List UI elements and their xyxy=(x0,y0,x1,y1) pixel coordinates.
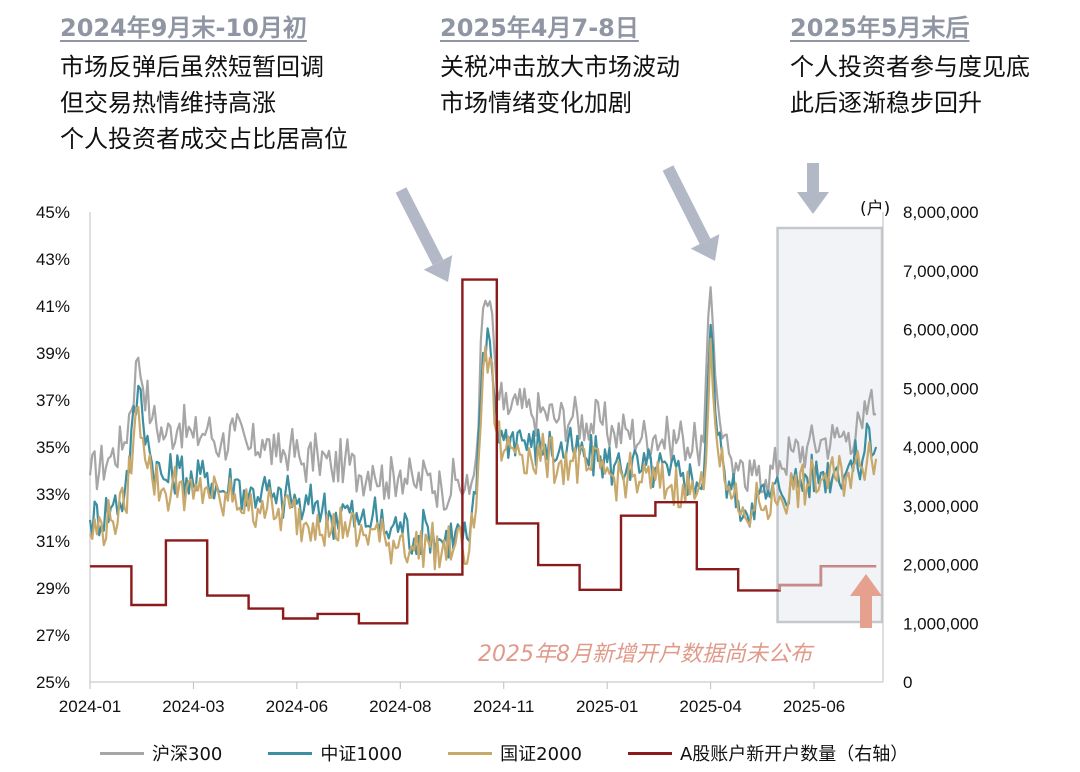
y-left-tick-label: 37% xyxy=(36,391,70,410)
x-tick-label: 2025-04 xyxy=(679,697,741,716)
annotation-3-title: 2025年5月末后 xyxy=(790,14,970,42)
y-right-tick-label: 4,000,000 xyxy=(903,438,979,457)
annotation-2-title: 2025年4月7-8日 xyxy=(440,14,639,42)
legend-swatch-hs300 xyxy=(100,751,144,755)
legend-swatch-gz2000 xyxy=(448,751,493,755)
annotation-3: 2025年5月末后 个人投资者参与度见底 此后逐渐稳步回升 xyxy=(790,8,1030,121)
y-right-tick-label: 6,000,000 xyxy=(903,321,979,340)
y-right-tick-label: 0 xyxy=(903,673,912,692)
y-left-tick-label: 25% xyxy=(36,673,70,692)
legend-swatch-zz1000 xyxy=(268,751,313,755)
annotation-2: 2025年4月7-8日 关税冲击放大市场波动 市场情绪变化加剧 xyxy=(440,8,680,121)
arrow-2-head xyxy=(690,234,720,261)
series-line-zz1000 xyxy=(88,323,878,559)
annotation-1-line: 个人投资者成交占比居高位 xyxy=(60,125,348,153)
annotation-1-title: 2024年9月末-10月初 xyxy=(60,14,307,42)
x-tick-label: 2024-11 xyxy=(473,697,534,716)
y-left-tick-label: 43% xyxy=(36,250,70,269)
y-right-tick-label: 1,000,000 xyxy=(903,614,979,633)
x-tick-label: 2025-01 xyxy=(576,697,638,716)
annotation-2-line: 关税冲击放大市场波动 xyxy=(440,53,680,81)
y-left-tick-label: 41% xyxy=(36,297,70,316)
series-line-hs300 xyxy=(88,286,877,511)
highlight-box xyxy=(776,226,884,624)
y-right-unit: (户) xyxy=(860,199,890,219)
legend-item-zz1000: 中证1000 xyxy=(268,740,402,766)
legend: 沪深300 中证1000 国证2000 A股账户新开户数量（右轴） xyxy=(100,740,908,766)
y-left-tick-label: 35% xyxy=(36,438,70,457)
annotation-1-line: 但交易热情维持高涨 xyxy=(60,89,276,117)
y-right-tick-label: 8,000,000 xyxy=(903,203,979,222)
x-tick-label: 2024-08 xyxy=(369,697,431,716)
legend-label-accounts: A股账户新开户数量（右轴） xyxy=(679,744,909,765)
annotation-1-line: 市场反弹后虽然短暂回调 xyxy=(60,53,324,81)
x-tick-label: 2025-06 xyxy=(783,697,845,716)
y-left-tick-label: 29% xyxy=(36,579,70,598)
legend-item-hs300: 沪深300 xyxy=(100,740,222,766)
legend-item-gz2000: 国证2000 xyxy=(448,740,582,766)
series-line-gz2000 xyxy=(89,337,878,571)
arrow-up-head xyxy=(850,574,882,596)
legend-swatch-accounts xyxy=(627,751,672,755)
annotation-3-line: 个人投资者参与度见底 xyxy=(790,53,1030,81)
annotation-1: 2024年9月末-10月初 市场反弹后虽然短暂回调 但交易热情维持高涨 个人投资… xyxy=(60,8,348,157)
annotation-2-line: 市场情绪变化加剧 xyxy=(440,89,632,117)
y-left-tick-label: 33% xyxy=(36,485,70,504)
annotation-3-line: 此后逐渐稳步回升 xyxy=(790,89,982,117)
callout-text: 2025年8月新增开户数据尚未公布 xyxy=(478,642,815,667)
y-left-tick-label: 45% xyxy=(36,203,70,222)
legend-label-hs300: 沪深300 xyxy=(152,744,223,765)
x-tick-label: 2024-01 xyxy=(59,697,121,716)
y-right-tick-label: 7,000,000 xyxy=(903,262,979,281)
y-right-tick-label: 5,000,000 xyxy=(903,379,979,398)
x-tick-label: 2024-06 xyxy=(266,697,328,716)
legend-item-accounts: A股账户新开户数量（右轴） xyxy=(627,740,909,766)
y-left-tick-label: 27% xyxy=(36,626,70,645)
chart-canvas: 45% 43% 41% 39% 37% 35% 33% 31% 29% 27% 25% 8,000,0… xyxy=(36,163,979,716)
y-right-tick-label: 3,000,000 xyxy=(903,497,979,516)
legend-label-zz1000: 中证1000 xyxy=(320,744,403,765)
y-left-tick-label: 31% xyxy=(36,532,70,551)
series-step-accounts xyxy=(90,278,877,625)
series-step-accounts-recent xyxy=(778,565,877,591)
arrow-1-head xyxy=(423,255,453,282)
arrow-2-shaft xyxy=(662,165,711,245)
x-tick-label: 2024-03 xyxy=(162,697,224,716)
legend-label-gz2000: 国证2000 xyxy=(500,744,582,765)
arrow-3-head xyxy=(797,192,829,214)
arrow-1-shaft xyxy=(395,187,444,266)
y-left-tick-label: 39% xyxy=(36,344,70,363)
y-right-tick-label: 2,000,000 xyxy=(903,556,979,575)
